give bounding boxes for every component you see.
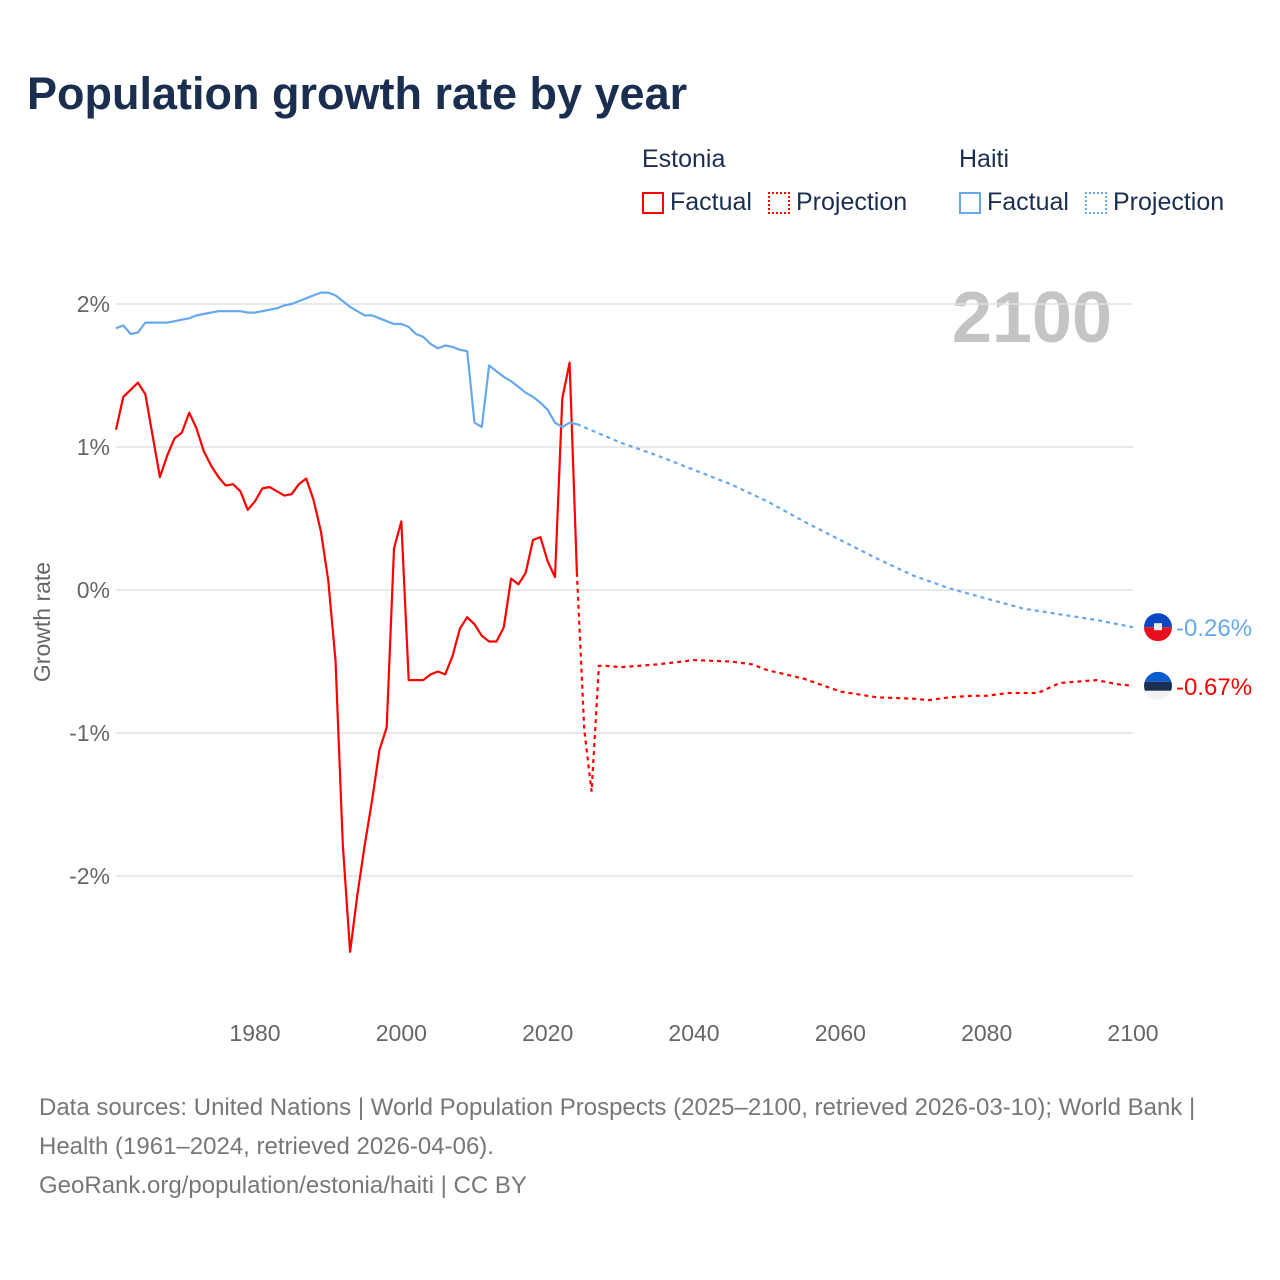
haiti-end-value-label: -0.26%	[1176, 615, 1252, 642]
credit-link[interactable]: GeoRank.org/population/estonia/haiti | C…	[39, 1172, 527, 1199]
flag-body	[1144, 671, 1172, 700]
haiti-projection-line	[576, 423, 1134, 629]
flag-stripe	[1144, 690, 1172, 700]
y-tick-label: 1%	[77, 434, 110, 460]
flag-stripe	[1144, 627, 1172, 642]
legend-haiti: Haiti Factual Projection	[959, 145, 1240, 217]
flag-stripe	[1144, 671, 1172, 682]
estonia-flag-icon	[1144, 671, 1172, 700]
x-tick-label: 2020	[522, 1020, 573, 1046]
legend-label: Projection	[1112, 188, 1225, 216]
x-tick-label: 2040	[668, 1020, 719, 1046]
chart-plot: 2100 Growth rate 2% 1% 0% -1% -2% 1980 2000 202…	[29, 278, 1252, 1046]
legend-label: Projection	[795, 188, 908, 216]
flag-body	[1144, 613, 1172, 642]
data-sources: Data sources: United Nations | World Pop…	[39, 1094, 1196, 1160]
x-tick-label: 2060	[815, 1020, 866, 1046]
estonia-projection-line	[575, 572, 1134, 792]
flag-emblem	[1154, 623, 1162, 631]
flag-stripe	[1144, 613, 1172, 628]
haiti-flag-icon	[1144, 613, 1172, 642]
legend-haiti-projection[interactable]: Projection	[1084, 188, 1225, 217]
chart-title: Population growth rate by year	[27, 68, 688, 119]
y-tick-label: 0%	[77, 577, 110, 603]
estonia-end-value-label: -0.67%	[1176, 674, 1252, 701]
footer: Data sources: United Nations | World Pop…	[39, 1088, 1239, 1205]
x-tick-label: 1980	[229, 1020, 280, 1046]
y-tick-label: 2%	[77, 291, 110, 317]
legend-estonia-projection[interactable]: Projection	[767, 188, 908, 217]
legend-country: Estonia	[642, 145, 726, 173]
solid-swatch-icon	[959, 191, 981, 214]
y-tick-label: -2%	[69, 863, 110, 889]
estonia-factual-line	[114, 361, 578, 953]
legend-country: Haiti	[959, 145, 1010, 173]
legend-label: Factual	[987, 188, 1069, 216]
year-watermark: 2100	[952, 278, 1112, 358]
x-tick-label: 2080	[961, 1020, 1012, 1046]
dotted-swatch-icon	[767, 191, 790, 214]
haiti-factual-line	[115, 291, 578, 429]
dotted-swatch-icon	[1084, 191, 1107, 214]
flag-stripe	[1144, 681, 1172, 691]
x-tick-label: 2100	[1107, 1020, 1158, 1046]
legend-haiti-factual[interactable]: Factual	[959, 188, 1069, 217]
legend-estonia-factual[interactable]: Factual	[642, 188, 752, 217]
x-tick-label: 2000	[376, 1020, 427, 1046]
legend-estonia: Estonia Factual Projection	[642, 145, 923, 217]
legend-label: Factual	[670, 188, 752, 216]
solid-swatch-icon	[642, 191, 664, 214]
y-tick-label: -1%	[69, 720, 110, 746]
y-axis-label: Growth rate	[29, 562, 55, 682]
